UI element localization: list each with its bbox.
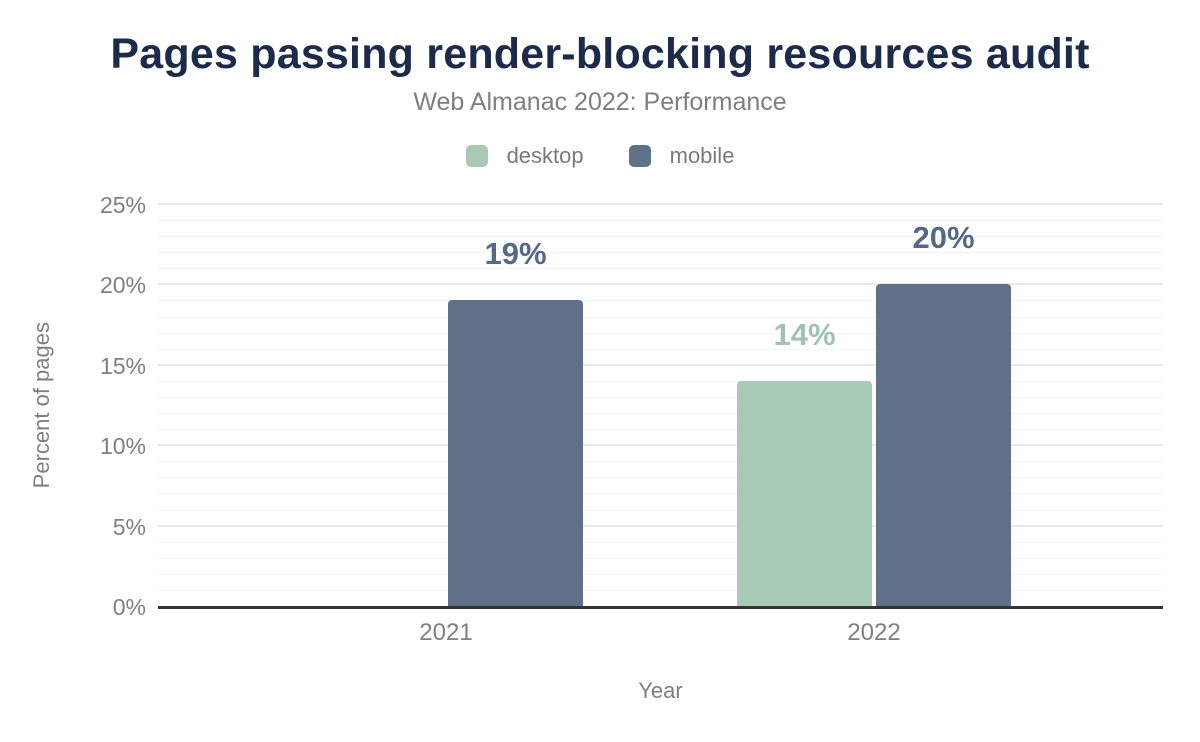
chart-subtitle: Web Almanac 2022: Performance: [413, 88, 787, 116]
bar-value-label-desktop-2022: 14%: [773, 317, 836, 352]
legend-label-mobile: mobile: [669, 143, 735, 168]
gridline-major: [158, 364, 1163, 366]
y-tick-label: 0%: [112, 594, 146, 620]
y-axis-title: Percent of pages: [26, 204, 58, 606]
gridline-minor: [158, 236, 1163, 237]
legend-swatch-mobile: [628, 145, 651, 167]
gridline-minor: [158, 381, 1163, 382]
gridline-minor: [158, 349, 1163, 350]
gridline-minor: [158, 590, 1163, 591]
gridline-minor: [158, 268, 1163, 269]
gridline-minor: [158, 252, 1163, 253]
y-tick-label: 20%: [99, 272, 146, 299]
y-axis-title-text: Percent of pages: [29, 321, 54, 489]
gridline-minor: [158, 574, 1163, 575]
y-tick-label: 5%: [112, 513, 146, 540]
gridline-minor: [158, 542, 1163, 543]
legend-label-desktop: desktop: [506, 143, 584, 168]
bar-desktop-2022[interactable]: [737, 381, 872, 606]
gridline-minor: [158, 397, 1163, 398]
x-tick-label: 2022: [847, 619, 901, 646]
legend-item-mobile[interactable]: mobile: [628, 143, 735, 169]
x-tick-label: 2021: [419, 619, 473, 646]
legend-swatch-desktop: [465, 145, 488, 167]
y-tick-label: 15%: [99, 352, 146, 379]
gridline-major: [158, 203, 1163, 205]
gridline-major: [158, 283, 1163, 285]
gridline-minor: [158, 558, 1163, 559]
y-tick-label: 25%: [99, 192, 146, 218]
bar-value-label-mobile-2022: 20%: [912, 220, 975, 255]
chart-title: Pages passing render-blocking resources …: [110, 30, 1090, 78]
gridline-minor: [158, 493, 1163, 494]
gridline-minor: [158, 510, 1163, 511]
gridline-minor: [158, 461, 1163, 462]
bar-mobile-2021[interactable]: [448, 300, 583, 606]
gridline-major: [158, 525, 1163, 527]
bar-value-label-mobile-2021: 19%: [484, 236, 547, 271]
gridline-minor: [158, 413, 1163, 414]
gridline-minor: [158, 477, 1163, 478]
gridline-minor: [158, 317, 1163, 318]
y-tick-label: 10%: [99, 433, 146, 460]
bar-mobile-2022[interactable]: [876, 284, 1011, 606]
gridline-major: [158, 444, 1163, 446]
x-axis-title: Year: [638, 678, 683, 703]
gridline-minor: [158, 429, 1163, 430]
legend-item-desktop[interactable]: desktop: [465, 143, 584, 169]
legend: desktop mobile: [0, 143, 1200, 169]
gridline-minor: [158, 333, 1163, 334]
x-axis-line: [158, 606, 1163, 609]
plot-area: 14% 19% 20%: [158, 203, 1163, 609]
gridline-minor: [158, 220, 1163, 221]
gridline-minor: [158, 300, 1163, 301]
